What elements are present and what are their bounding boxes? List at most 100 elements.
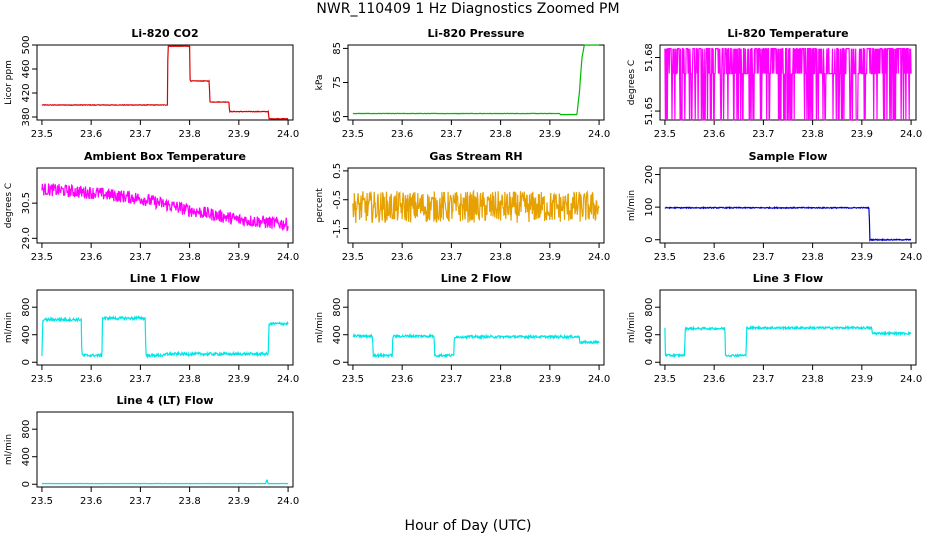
panel-8: Line 2 Flow 23.5 23.6 23.7 23.8 23.9 24.0 0 400 8… (315, 272, 610, 385)
plot-frame (347, 44, 605, 121)
figure-x-axis-label: Hour of Day (UTC) (404, 518, 532, 534)
panel-title: Line 3 Flow (753, 272, 823, 285)
y-axis-label: ml/min (315, 312, 325, 343)
panel-3: Li-820 Temperature 23.5 23.6 23.7 23.8 23.9 24… (627, 27, 922, 140)
x-tick-label: 24.0 (277, 129, 299, 140)
y-tick-label: 30.5 (21, 192, 32, 214)
panel-2: Li-820 Pressure 23.5 23.6 23.7 23.8 23.9 24.0 6… (315, 27, 610, 140)
x-tick-label: 23.7 (129, 496, 151, 507)
x-tick-label: 23.6 (391, 252, 413, 263)
figure-title: NWR_110409 1 Hz Diagnostics Zoomed PM (316, 1, 620, 17)
series-line (41, 183, 289, 232)
x-tick-label: 23.7 (129, 129, 151, 140)
y-tick-label: 0 (332, 359, 343, 365)
x-tick-label: 23.9 (228, 496, 250, 507)
y-axis-label: Licor ppm (4, 60, 14, 105)
series-line (664, 206, 912, 243)
y-tick-label: 400 (21, 447, 32, 466)
panel-title: Ambient Box Temperature (84, 150, 246, 163)
series-line (664, 324, 912, 359)
plot-frame (659, 167, 917, 244)
series-line (352, 332, 600, 359)
y-axis-label: percent (315, 188, 325, 223)
x-tick-label: 23.9 (851, 252, 873, 263)
series-line (352, 189, 600, 223)
panel-title: Line 2 Flow (441, 272, 511, 285)
panel-title: Li-820 CO2 (131, 27, 198, 40)
x-tick-label: 23.7 (129, 374, 151, 385)
plot-frame (659, 289, 917, 366)
x-tick-label: 23.8 (489, 129, 511, 140)
y-tick-label: 51.65 (644, 97, 655, 126)
x-tick-label: 23.9 (851, 129, 873, 140)
x-tick-label: 23.5 (31, 374, 53, 385)
y-tick-label: 0 (21, 481, 32, 487)
panel-4: Ambient Box Temperature 23.5 23.6 23.7 23.8 2… (4, 150, 299, 263)
x-tick-label: 24.0 (588, 252, 610, 263)
y-axis-label: degrees C (4, 183, 14, 228)
x-tick-label: 23.9 (539, 252, 561, 263)
y-tick-label: 0 (644, 359, 655, 365)
x-tick-label: 24.0 (277, 374, 299, 385)
x-tick-label: 23.6 (80, 129, 102, 140)
x-tick-label: 23.5 (342, 374, 364, 385)
y-tick-label: 800 (21, 420, 32, 439)
x-tick-label: 23.8 (178, 129, 200, 140)
x-tick-label: 23.9 (228, 252, 250, 263)
panel-title: Line 1 Flow (130, 272, 200, 285)
panel-title: Sample Flow (749, 150, 828, 163)
y-tick-label: -1.5 (332, 219, 343, 239)
x-tick-label: 23.6 (703, 374, 725, 385)
y-tick-label: 420 (21, 83, 32, 102)
y-tick-label: 400 (332, 325, 343, 344)
x-tick-label: 23.6 (391, 374, 413, 385)
x-tick-label: 23.5 (31, 252, 53, 263)
x-tick-label: 23.6 (703, 252, 725, 263)
panel-title: Line 4 (LT) Flow (117, 394, 214, 407)
y-tick-label: 65 (332, 110, 343, 123)
plot-frame (36, 411, 294, 488)
x-tick-label: 24.0 (277, 252, 299, 263)
plot-frame (36, 44, 294, 121)
y-tick-label: 400 (644, 325, 655, 344)
x-tick-label: 23.6 (80, 252, 102, 263)
y-tick-label: 29.0 (21, 227, 32, 249)
x-tick-label: 23.6 (80, 374, 102, 385)
x-tick-label: 23.6 (391, 129, 413, 140)
x-tick-label: 23.5 (31, 129, 53, 140)
y-tick-label: 800 (644, 298, 655, 317)
y-tick-label: 460 (21, 59, 32, 78)
x-tick-label: 23.5 (342, 252, 364, 263)
x-tick-label: 24.0 (277, 496, 299, 507)
series-line (41, 315, 289, 359)
y-tick-label: 0.5 (332, 163, 343, 179)
x-tick-label: 23.7 (440, 129, 462, 140)
y-tick-label: 0 (644, 237, 655, 243)
panel-1: Li-820 CO2 23.5 23.6 23.7 23.8 23.9 24.0 380 420… (4, 27, 299, 140)
x-tick-label: 23.7 (440, 374, 462, 385)
x-tick-label: 23.5 (654, 129, 676, 140)
plot-frame (36, 289, 294, 366)
series-line (41, 479, 289, 485)
y-axis-label: ml/min (627, 312, 637, 343)
y-tick-label: 800 (21, 298, 32, 317)
panel-title: Li-820 Pressure (428, 27, 525, 40)
series-line (41, 44, 289, 120)
y-axis-label: degrees C (627, 60, 637, 105)
x-tick-label: 23.8 (801, 252, 823, 263)
y-tick-label: 0 (21, 359, 32, 365)
plot-frame (347, 289, 605, 366)
plot-frame (36, 167, 294, 244)
x-tick-label: 23.9 (228, 129, 250, 140)
x-tick-label: 23.6 (703, 129, 725, 140)
x-tick-label: 23.8 (801, 374, 823, 385)
y-tick-label: 85 (332, 42, 343, 55)
panel-6: Sample Flow 23.5 23.6 23.7 23.8 23.9 24.0 0 100 2… (627, 150, 922, 263)
x-tick-label: 23.6 (80, 496, 102, 507)
y-tick-label: 75 (332, 76, 343, 89)
y-axis-label: ml/min (4, 312, 14, 343)
x-tick-label: 23.7 (752, 374, 774, 385)
y-tick-label: 400 (21, 325, 32, 344)
y-tick-label: -0.5 (332, 190, 343, 210)
x-tick-label: 23.8 (178, 252, 200, 263)
